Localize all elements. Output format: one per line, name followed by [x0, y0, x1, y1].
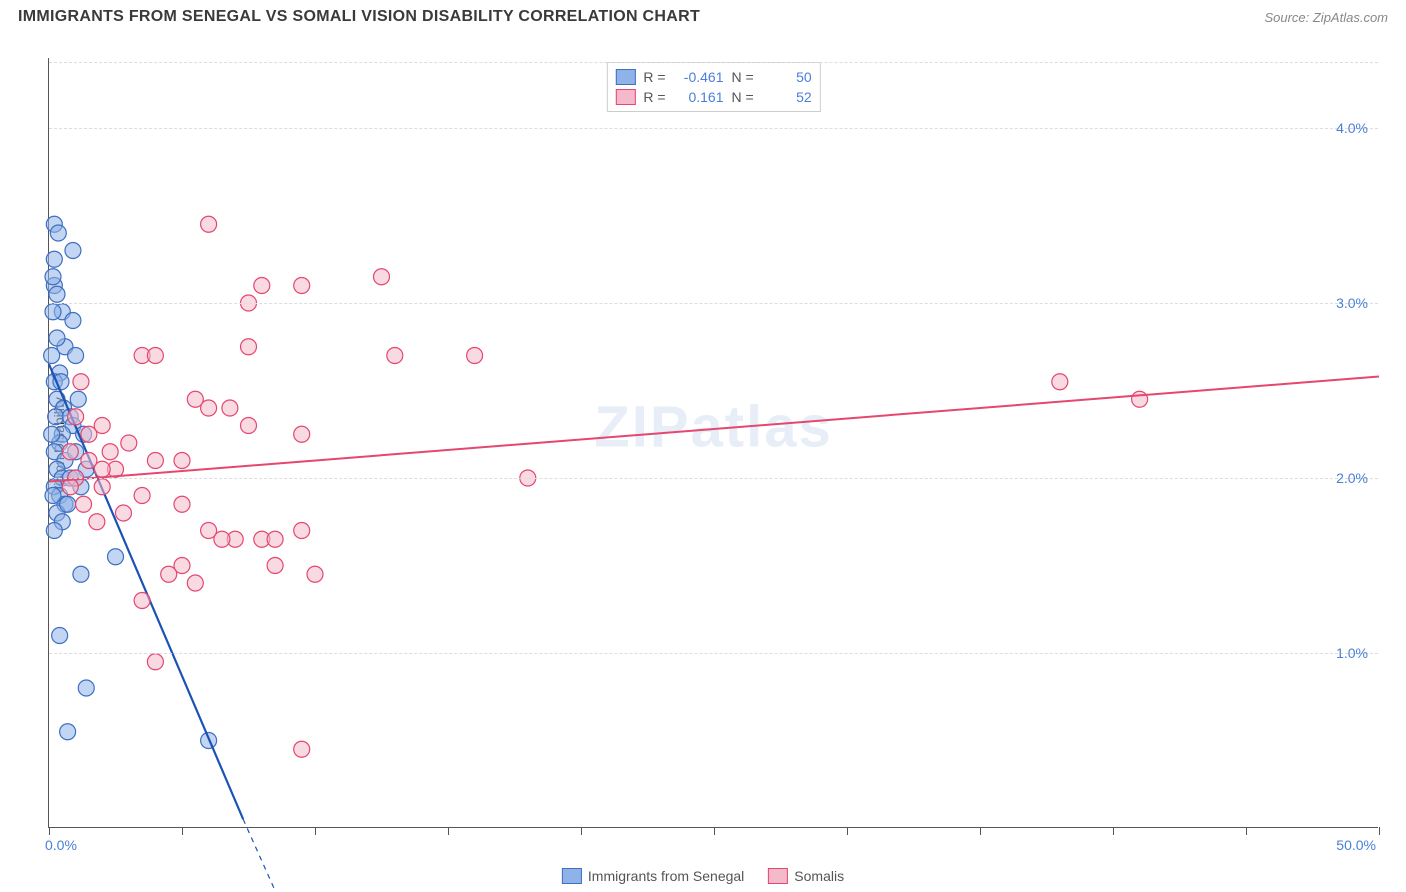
swatch-senegal — [562, 868, 582, 884]
n-label: N = — [732, 89, 754, 105]
legend-label-senegal: Immigrants from Senegal — [588, 868, 744, 884]
data-point — [241, 418, 257, 434]
data-point — [115, 505, 131, 521]
legend-series: Immigrants from Senegal Somalis — [562, 868, 844, 884]
r-label: R = — [643, 89, 665, 105]
data-point — [49, 286, 65, 302]
data-point — [94, 418, 110, 434]
r-label: R = — [643, 69, 665, 85]
trend-line — [49, 364, 243, 819]
data-point — [48, 409, 64, 425]
data-point — [78, 680, 94, 696]
data-point — [65, 313, 81, 329]
data-point — [174, 496, 190, 512]
data-point — [44, 348, 60, 364]
data-point — [187, 575, 203, 591]
data-point — [49, 330, 65, 346]
data-point — [1132, 391, 1148, 407]
data-point — [374, 269, 390, 285]
n-label: N = — [732, 69, 754, 85]
data-point — [65, 243, 81, 259]
legend-item-senegal: Immigrants from Senegal — [562, 868, 744, 884]
data-point — [267, 558, 283, 574]
data-point — [294, 741, 310, 757]
data-point — [201, 400, 217, 416]
swatch-senegal — [615, 69, 635, 85]
data-point — [467, 348, 483, 364]
data-point — [294, 523, 310, 539]
data-point — [68, 348, 84, 364]
data-point — [70, 391, 86, 407]
y-tick-label: 3.0% — [1336, 295, 1368, 311]
r-value-somali: 0.161 — [674, 89, 724, 105]
data-point — [254, 278, 270, 294]
swatch-somali — [615, 89, 635, 105]
data-point — [45, 269, 61, 285]
chart-title: IMMIGRANTS FROM SENEGAL VS SOMALI VISION… — [18, 8, 700, 26]
y-tick-label: 2.0% — [1336, 470, 1368, 486]
data-point — [201, 216, 217, 232]
data-point — [73, 566, 89, 582]
data-point — [147, 654, 163, 670]
trend-line-extension — [243, 819, 310, 892]
data-point — [50, 225, 66, 241]
r-value-senegal: -0.461 — [674, 69, 724, 85]
data-point — [52, 628, 68, 644]
data-point — [89, 514, 105, 530]
legend-item-somali: Somalis — [768, 868, 844, 884]
n-value-senegal: 50 — [762, 69, 812, 85]
legend-row: R = 0.161 N = 52 — [615, 87, 811, 107]
data-point — [174, 453, 190, 469]
data-point — [387, 348, 403, 364]
data-point — [307, 566, 323, 582]
legend-row: R = -0.461 N = 50 — [615, 67, 811, 87]
data-point — [44, 426, 60, 442]
data-point — [222, 400, 238, 416]
data-point — [68, 409, 84, 425]
data-point — [102, 444, 118, 460]
header: IMMIGRANTS FROM SENEGAL VS SOMALI VISION… — [0, 0, 1406, 34]
data-point — [241, 339, 257, 355]
data-point — [62, 444, 78, 460]
scatter-plot — [49, 58, 1378, 827]
legend-label-somali: Somalis — [794, 868, 844, 884]
data-point — [76, 496, 92, 512]
data-point — [46, 251, 62, 267]
data-point — [81, 453, 97, 469]
data-point — [134, 593, 150, 609]
data-point — [147, 348, 163, 364]
swatch-somali — [768, 868, 788, 884]
data-point — [1052, 374, 1068, 390]
legend-correlation: R = -0.461 N = 50 R = 0.161 N = 52 — [606, 62, 820, 112]
data-point — [45, 304, 61, 320]
data-point — [147, 453, 163, 469]
data-point — [174, 558, 190, 574]
data-point — [108, 549, 124, 565]
data-point — [267, 531, 283, 547]
source-label: Source: ZipAtlas.com — [1264, 10, 1388, 25]
data-point — [294, 426, 310, 442]
data-point — [60, 724, 76, 740]
data-point — [73, 374, 89, 390]
data-point — [46, 523, 62, 539]
data-point — [214, 531, 230, 547]
y-tick-label: 4.0% — [1336, 120, 1368, 136]
data-point — [45, 488, 61, 504]
n-value-somali: 52 — [762, 89, 812, 105]
x-tick-label: 0.0% — [45, 837, 77, 853]
y-tick-label: 1.0% — [1336, 645, 1368, 661]
data-point — [94, 479, 110, 495]
data-point — [294, 278, 310, 294]
data-point — [60, 496, 76, 512]
data-point — [121, 435, 137, 451]
x-tick-label: 50.0% — [1336, 837, 1376, 853]
chart-area: ZIPatlas R = -0.461 N = 50 R = 0.161 N =… — [48, 58, 1378, 828]
data-point — [134, 488, 150, 504]
